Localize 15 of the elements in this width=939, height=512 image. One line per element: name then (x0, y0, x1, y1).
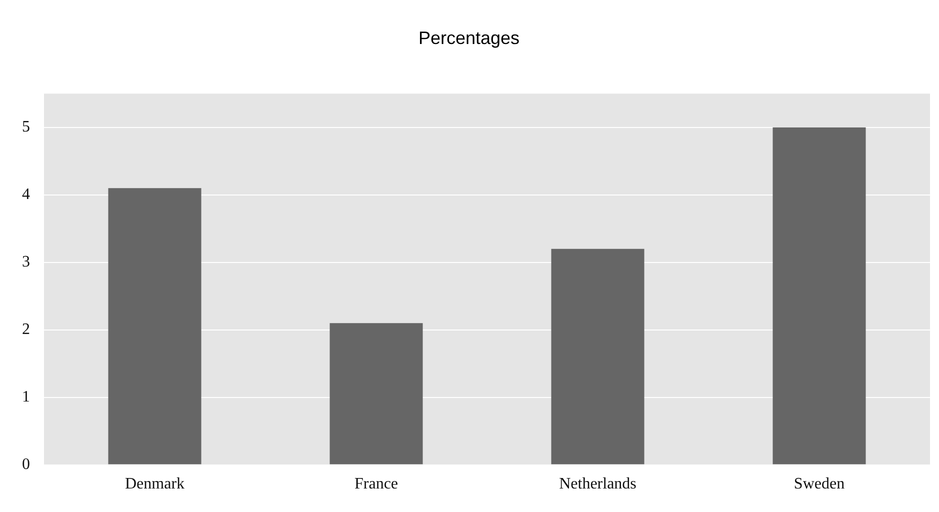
bar (772, 127, 866, 464)
bar (330, 323, 423, 464)
bar (108, 188, 202, 464)
y-tick-label: 2 (22, 321, 30, 338)
x-tick-label: France (354, 476, 398, 493)
x-tick-label: Denmark (124, 476, 185, 493)
x-tick-label: Netherlands (559, 476, 636, 493)
bar (551, 248, 644, 464)
y-tick-label: 3 (22, 254, 30, 271)
chart-title: Percentages (418, 28, 520, 48)
x-tick-label: Sweden (794, 476, 845, 493)
y-tick-label: 5 (22, 118, 30, 136)
y-tick-label: 0 (22, 456, 30, 474)
y-tick-label: 4 (22, 186, 30, 204)
y-tick-label: 1 (22, 388, 30, 406)
